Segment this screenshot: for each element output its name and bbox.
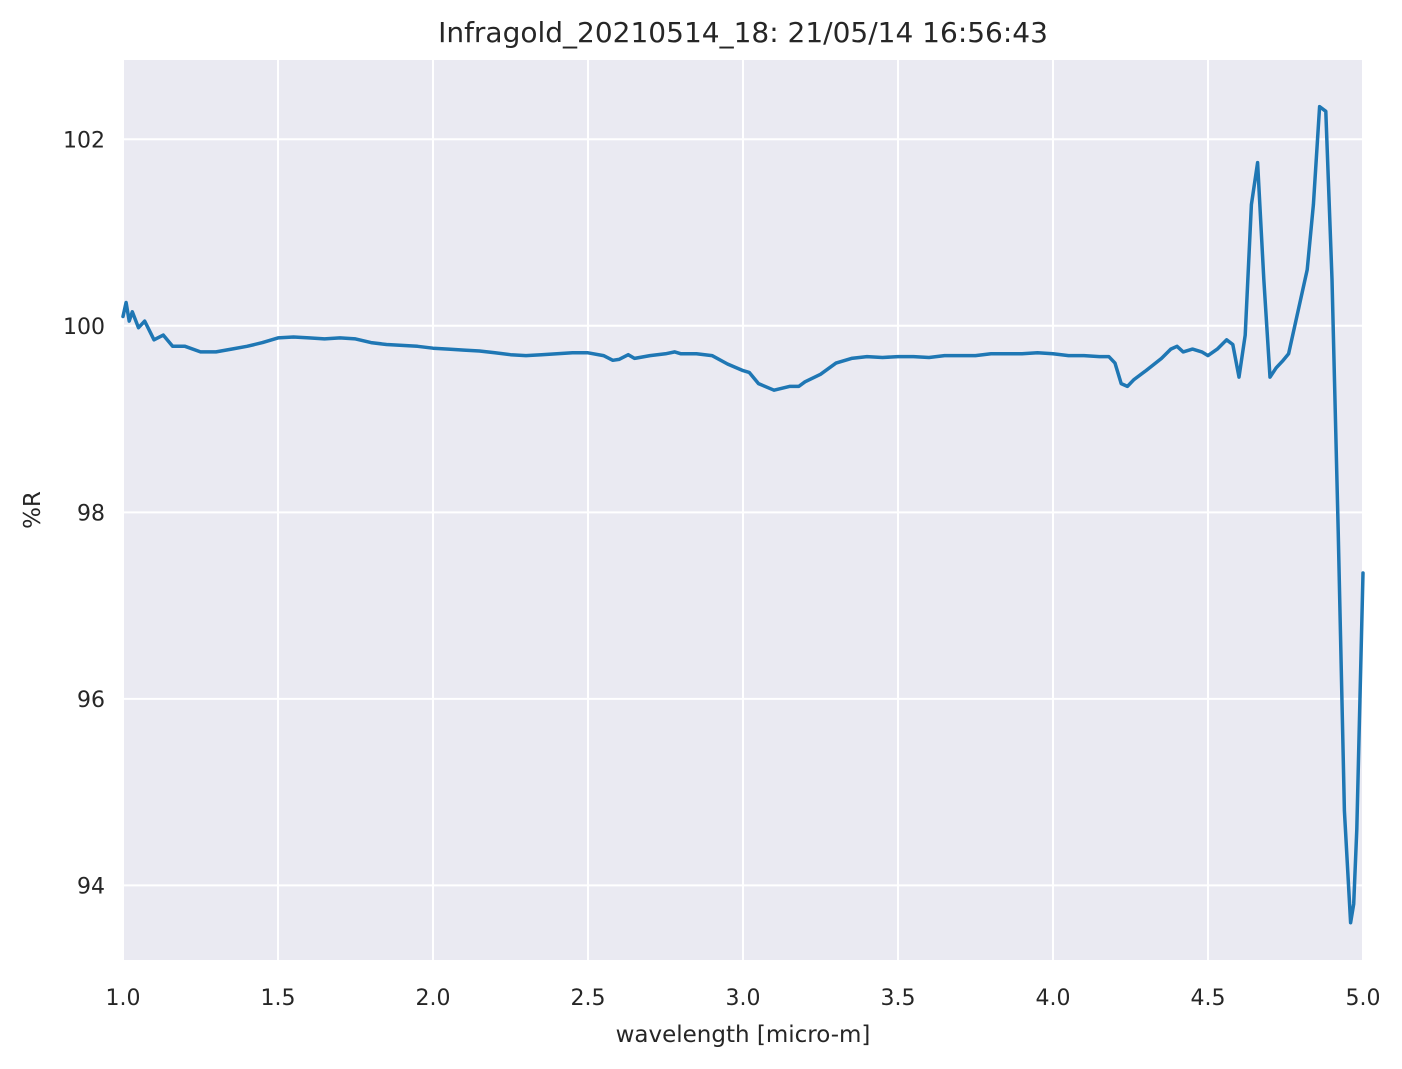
series-line	[121, 104, 1365, 925]
x-tick-label: 1.0	[106, 986, 141, 1011]
y-tick-labels: 94 96 98 100 102	[63, 128, 105, 899]
x-tick-label: 4.0	[1036, 986, 1071, 1011]
x-tick-label: 4.5	[1191, 986, 1226, 1011]
y-tick-label: 102	[63, 128, 105, 153]
y-tick-label: 100	[63, 315, 105, 340]
y-tick-label: 94	[77, 874, 105, 899]
x-tick-label: 3.0	[726, 986, 761, 1011]
x-tick-label: 3.5	[881, 986, 916, 1011]
y-axis-label: %R	[20, 491, 46, 529]
chart-title: Infragold_20210514_18: 21/05/14 16:56:43	[438, 16, 1048, 49]
y-tick-label: 98	[77, 501, 105, 526]
x-tick-label: 5.0	[1346, 986, 1381, 1011]
series-layer	[121, 104, 1365, 925]
grid-lines	[122, 60, 1364, 960]
x-tick-label: 1.5	[261, 986, 296, 1011]
x-axis-label: wavelength [micro-m]	[616, 1022, 871, 1048]
x-tick-label: 2.0	[416, 986, 451, 1011]
y-tick-label: 96	[77, 688, 105, 713]
x-tick-labels: 1.0 1.5 2.0 2.5 3.0 3.5 4.0 4.5 5.0	[106, 986, 1381, 1011]
x-tick-label: 2.5	[571, 986, 606, 1011]
